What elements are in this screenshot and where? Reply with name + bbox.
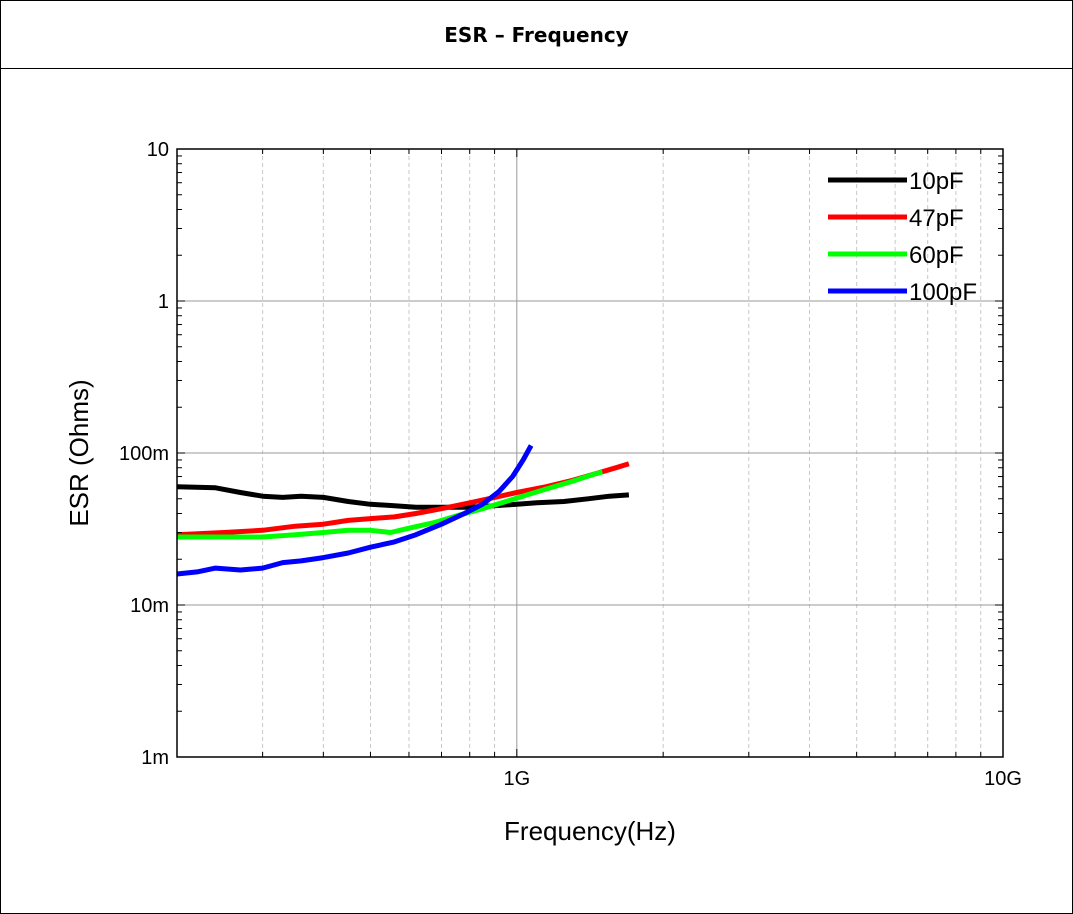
y-tick-label: 10	[147, 139, 169, 161]
x-axis-label: Frequency(Hz)	[504, 816, 676, 846]
legend-label-10pf: 10pF	[909, 168, 964, 195]
y-axis-label: ESR (Ohms)	[64, 379, 94, 526]
grid-layer	[177, 149, 1003, 757]
legend-label-100pf: 100pF	[909, 279, 977, 306]
legend-label-47pf: 47pF	[909, 205, 964, 232]
y-tick-label: 10m	[130, 595, 169, 617]
ticks-layer: 1G 10G 1m 10m 100m 1 10	[119, 139, 1022, 790]
x-tick-label: 10G	[984, 768, 1022, 790]
title-bar: ESR – Frequency	[1, 1, 1072, 69]
series-line-10pf	[176, 484, 630, 510]
series-layer	[176, 444, 630, 577]
chart-title: ESR – Frequency	[444, 22, 629, 47]
series-line-100pf	[176, 444, 534, 577]
legend-label-60pf: 60pF	[909, 242, 964, 269]
y-tick-label: 1m	[141, 747, 169, 769]
legend: 10pF 47pF 60pF 100pF	[828, 168, 977, 306]
x-tick-label: 1G	[503, 768, 530, 790]
y-tick-label: 100m	[119, 443, 169, 465]
y-tick-label: 1	[158, 291, 169, 313]
series-line-60pf	[177, 469, 604, 540]
